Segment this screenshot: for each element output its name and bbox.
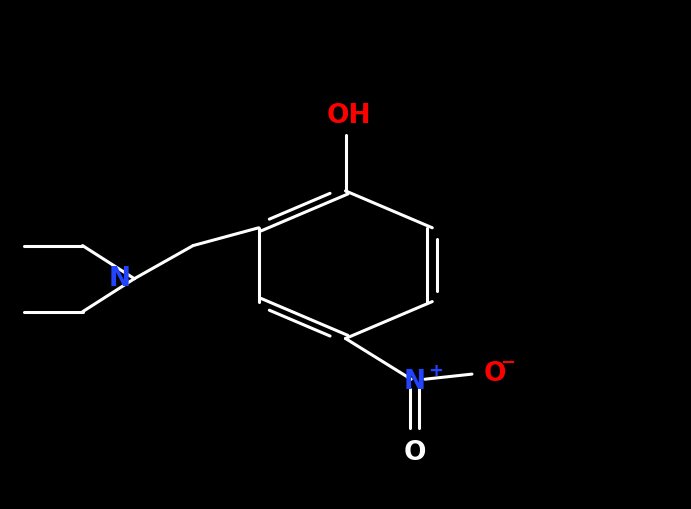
Text: N: N <box>109 266 131 292</box>
Text: O: O <box>404 440 426 466</box>
Text: OH: OH <box>327 103 371 129</box>
Text: +: + <box>428 361 443 380</box>
Text: O: O <box>484 361 507 387</box>
Text: N: N <box>404 369 426 395</box>
Text: −: − <box>500 354 515 372</box>
